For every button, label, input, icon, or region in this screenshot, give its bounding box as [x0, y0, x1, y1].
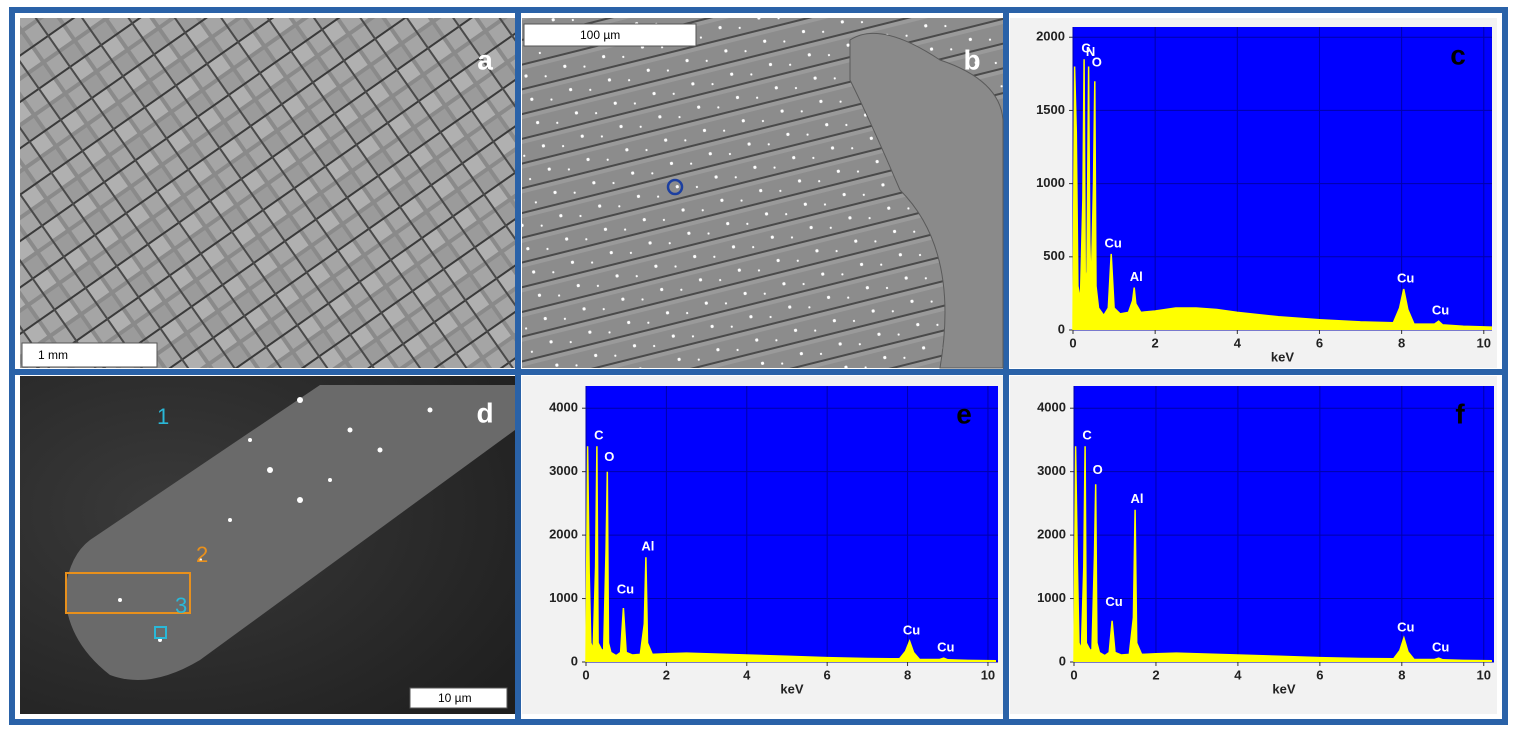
y-tick-label: 1000 [1036, 175, 1065, 190]
peak-label: N [1086, 44, 1095, 59]
panel-label: e [956, 398, 972, 429]
scale-bar [409, 687, 508, 709]
scale-bar-label: 1 mm [38, 348, 68, 362]
fiber-bundle [849, 32, 1004, 369]
plot-area [1073, 27, 1492, 330]
x-tick-label: 6 [1316, 667, 1323, 682]
peak-label: C [594, 428, 604, 443]
peak-label: O [604, 449, 614, 464]
peak-label: Cu [617, 582, 634, 597]
plot-area [586, 386, 998, 662]
spectrum-line [1072, 59, 1493, 331]
plot-area [1074, 386, 1494, 662]
scale-bar-label: 10 µm [438, 691, 472, 705]
peak-label: Al [1130, 269, 1143, 284]
x-tick-label: 10 [981, 667, 995, 682]
spectrum-line [585, 446, 997, 663]
peak-label: Cu [1432, 303, 1449, 318]
peak-label: Al [1131, 491, 1144, 506]
panel-label: d [476, 397, 493, 428]
y-tick-label: 2000 [549, 527, 578, 542]
peak-label: O [1092, 55, 1102, 70]
y-tick-label: 4000 [549, 400, 578, 415]
scale-bar [21, 342, 158, 368]
y-tick-label: 2000 [1037, 527, 1066, 542]
y-tick-label: 3000 [549, 463, 578, 478]
fiber [65, 385, 515, 680]
panel-label: c [1450, 39, 1466, 70]
x-tick-label: 6 [1316, 335, 1323, 350]
y-tick-label: 500 [1043, 248, 1065, 263]
region-label: 3 [175, 593, 187, 618]
y-tick-label: 3000 [1037, 463, 1066, 478]
x-tick-label: 4 [743, 667, 751, 682]
particles [118, 397, 433, 642]
y-tick-label: 0 [1058, 321, 1065, 336]
peak-label: C [1081, 41, 1091, 56]
x-tick-label: 0 [1069, 335, 1076, 350]
peak-label: Cu [937, 640, 954, 655]
peak-label: Al [641, 539, 654, 554]
x-tick-label: 0 [582, 667, 589, 682]
x-tick-label: 0 [1070, 667, 1077, 682]
x-tick-label: 2 [663, 667, 670, 682]
peak-label: Cu [1105, 594, 1122, 609]
x-tick-label: 8 [904, 667, 911, 682]
y-tick-label: 2000 [1036, 29, 1065, 44]
peak-label: C [1082, 428, 1092, 443]
x-tick-label: 4 [1234, 335, 1242, 350]
spectrum-line [1073, 446, 1493, 663]
panel-label: a [477, 44, 493, 75]
x-tick-label: 10 [1477, 667, 1491, 682]
panel-label: b [963, 44, 980, 75]
peak-label: Cu [1397, 619, 1414, 634]
sem-image [20, 18, 515, 368]
peak-label: Cu [1105, 235, 1122, 250]
x-axis-label: keV [780, 681, 803, 696]
region-label: 2 [196, 542, 208, 567]
peak-label: Cu [1432, 640, 1449, 655]
x-axis-label: keV [1271, 349, 1294, 364]
peak-label: Cu [1397, 270, 1414, 285]
x-tick-label: 4 [1234, 667, 1242, 682]
y-tick-label: 1500 [1036, 102, 1065, 117]
x-tick-label: 8 [1398, 335, 1405, 350]
y-tick-label: 4000 [1037, 400, 1066, 415]
region-box [65, 572, 191, 614]
region-label: 1 [157, 404, 169, 429]
x-tick-label: 2 [1152, 335, 1159, 350]
x-tick-label: 6 [824, 667, 831, 682]
panel-label: f [1455, 398, 1465, 429]
x-tick-label: 10 [1477, 335, 1491, 350]
x-axis-label: keV [1272, 681, 1295, 696]
y-tick-label: 1000 [549, 590, 578, 605]
y-tick-label: 0 [1059, 653, 1066, 668]
peak-label: O [1093, 462, 1103, 477]
peak-label: Cu [903, 622, 920, 637]
scale-bar [523, 23, 697, 47]
spot-box [154, 626, 167, 639]
x-tick-label: 8 [1398, 667, 1405, 682]
y-tick-label: 1000 [1037, 590, 1066, 605]
spot-marker [666, 178, 684, 196]
scale-bar-label: 100 µm [580, 28, 620, 42]
x-tick-label: 2 [1152, 667, 1159, 682]
y-tick-label: 0 [571, 653, 578, 668]
